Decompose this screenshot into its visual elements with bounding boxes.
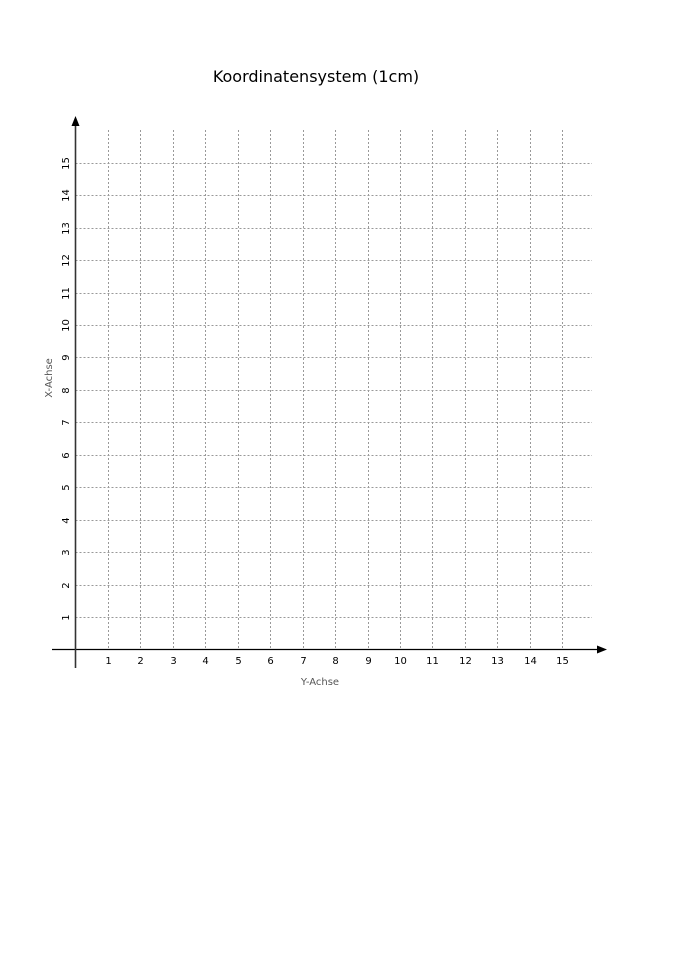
x-tick-label: 8 [332, 656, 338, 667]
y-axis-label: X-Achse [44, 358, 55, 398]
y-tick-label: 14 [61, 189, 72, 202]
y-tick-label: 13 [61, 222, 72, 235]
x-tick-label: 12 [459, 656, 472, 667]
x-tick-label: 11 [426, 656, 439, 667]
y-tick-label: 11 [61, 287, 72, 300]
y-tick-label: 10 [61, 319, 72, 332]
x-tick-label: 4 [202, 656, 208, 667]
x-tick-label: 13 [491, 656, 504, 667]
grid [75, 130, 592, 650]
y-tick-label: 8 [61, 387, 72, 393]
x-tick-label: 15 [556, 656, 569, 667]
y-tick-label: 4 [61, 517, 72, 523]
y-tick-label: 7 [61, 419, 72, 425]
x-tick-label: 1 [105, 656, 111, 667]
x-tick-label: 6 [267, 656, 273, 667]
y-tick-label: 15 [61, 157, 72, 170]
x-tick-label: 5 [235, 656, 241, 667]
y-tick-label: 9 [61, 354, 72, 360]
x-tick-label: 7 [300, 656, 306, 667]
y-tick-label: 12 [61, 254, 72, 267]
x-axis-arrow [597, 645, 607, 654]
y-tick-label: 3 [61, 549, 72, 555]
x-axis-label: Y-Achse [300, 677, 339, 688]
y-tick-label: 6 [61, 452, 72, 458]
y-tick-label: 1 [61, 614, 72, 620]
x-tick-label: 9 [365, 656, 371, 667]
y-axis-arrow [71, 116, 80, 126]
y-tick-label: 2 [61, 582, 72, 588]
x-tick-label: 2 [137, 656, 143, 667]
x-tick-label: 10 [394, 656, 407, 667]
page-title: Koordinatensystem (1cm) [212, 67, 420, 86]
x-tick-label: 14 [524, 656, 537, 667]
y-tick-label: 5 [61, 484, 72, 490]
x-tick-label: 3 [170, 656, 176, 667]
